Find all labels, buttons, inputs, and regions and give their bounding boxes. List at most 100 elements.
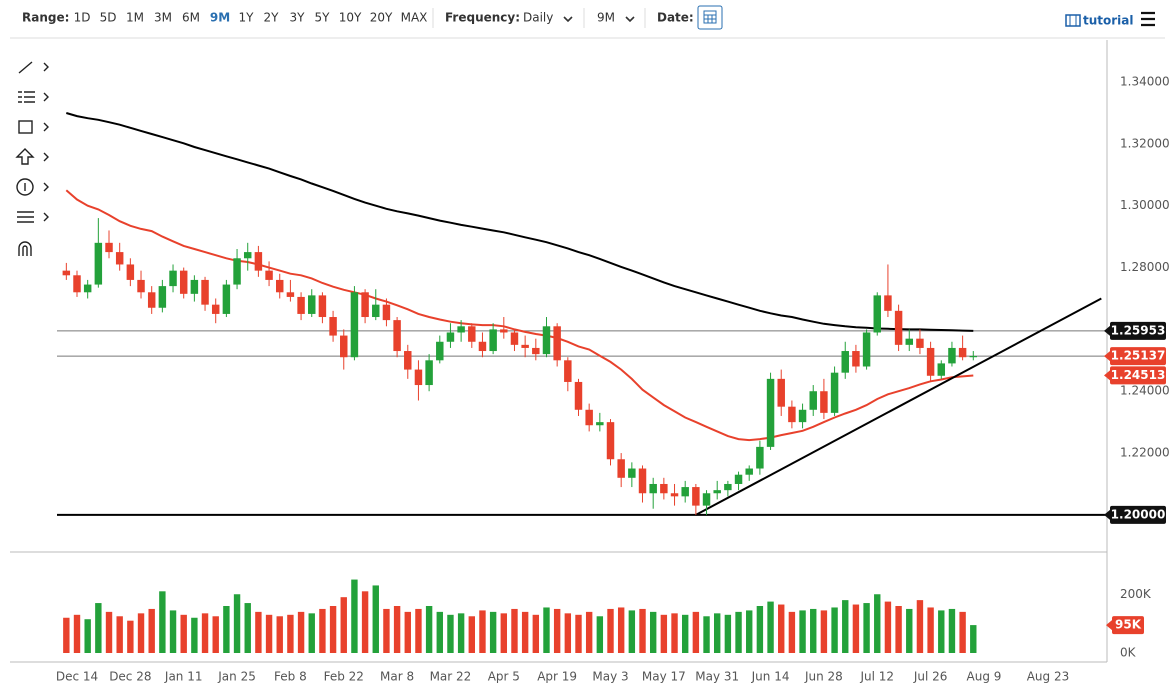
candle-body: [745, 468, 753, 475]
candle-body: [233, 258, 241, 285]
volume-bar: [564, 613, 572, 653]
volume-bar: [319, 608, 326, 653]
candle-body: [393, 320, 401, 352]
volume-bar: [159, 591, 166, 653]
line-tool[interactable]: [18, 61, 49, 74]
candle-body: [713, 490, 721, 494]
moving-average: [66, 112, 974, 332]
x-tick-label: Jun 14: [751, 670, 790, 684]
price-label-pointer: [1104, 370, 1110, 381]
range-button[interactable]: 2Y: [264, 11, 280, 25]
volume-bar: [532, 614, 540, 653]
candle-body: [276, 279, 284, 293]
volume-bar: [511, 608, 518, 653]
candle-body: [884, 295, 892, 311]
volume-bar: [201, 613, 209, 653]
y-tick-label: 1.34000: [1120, 75, 1170, 89]
date-label: Date:: [657, 11, 694, 25]
volume-bar: [681, 614, 689, 653]
calendar-button[interactable]: [697, 5, 723, 30]
volume-bar: [735, 611, 742, 653]
volume-bar: [137, 613, 145, 653]
menu-icon[interactable]: [1141, 11, 1155, 27]
volume-bar: [639, 608, 646, 653]
candle-body: [532, 347, 540, 355]
shape-tool[interactable]: [18, 120, 49, 134]
range-button[interactable]: 5D: [100, 11, 117, 25]
candle-body: [105, 242, 113, 253]
candle-body: [457, 326, 465, 333]
period-select[interactable]: 9M: [597, 11, 615, 25]
candle-body: [265, 270, 273, 280]
volume-bar: [874, 594, 881, 653]
range-button[interactable]: 9M: [210, 11, 230, 25]
arrow-tool[interactable]: [15, 148, 49, 165]
dropdown-chevron[interactable]: [563, 16, 635, 23]
range-button[interactable]: 3M: [154, 11, 172, 25]
candle-body: [553, 326, 561, 361]
range-button[interactable]: 10Y: [339, 11, 362, 25]
candle-body: [542, 326, 551, 355]
volume-bar: [425, 606, 433, 653]
tutorial-icon[interactable]: [1065, 14, 1081, 27]
volume-bar: [746, 610, 753, 653]
settings-tool[interactable]: [17, 211, 49, 223]
range-button[interactable]: 20Y: [370, 11, 393, 25]
price-label: 1.25953: [1111, 323, 1166, 337]
volume-bar: [329, 606, 337, 653]
volume-bar: [628, 610, 636, 653]
moving-average: [65, 189, 974, 442]
range-button[interactable]: 1M: [126, 11, 144, 25]
candle-body: [179, 270, 188, 294]
candle-body: [628, 468, 636, 478]
volume-tick-label: 0K: [1120, 646, 1137, 660]
volume-bar: [692, 611, 700, 653]
candle-body: [158, 286, 167, 308]
volume-bar: [959, 611, 966, 653]
price-label-pointer: [1104, 509, 1110, 520]
volume-bar: [671, 613, 678, 653]
candle-body: [340, 335, 348, 358]
range-button[interactable]: 6M: [182, 11, 200, 25]
candle-body: [574, 381, 583, 410]
count-tool[interactable]: [16, 178, 49, 196]
volume-bar: [810, 608, 817, 653]
candle-body: [254, 252, 263, 271]
candle-body: [724, 483, 732, 491]
volume-bar: [970, 625, 977, 653]
range-label: Range:: [22, 11, 69, 25]
range-button[interactable]: MAX: [401, 11, 428, 25]
range-button[interactable]: 1Y: [239, 11, 255, 25]
x-tick-label: Aug 23: [1027, 670, 1070, 684]
volume-bar: [95, 603, 102, 653]
y-tick-label: 1.30000: [1120, 198, 1170, 212]
candle-body: [852, 351, 860, 367]
candle-body: [905, 338, 913, 345]
candle-body: [147, 292, 156, 308]
price-label: 1.20000: [1111, 507, 1166, 521]
candle-body: [222, 284, 231, 314]
volume-bar: [927, 607, 934, 653]
tutorial-link[interactable]: tutorial: [1083, 14, 1134, 28]
magnet-tool[interactable]: [18, 241, 32, 256]
range-button[interactable]: 5Y: [315, 11, 331, 25]
volume-bar: [404, 611, 411, 653]
x-tick-label: Feb 22: [324, 670, 364, 684]
calendar-frame[interactable]: [697, 5, 723, 30]
volume-bar: [169, 610, 177, 653]
candle-body: [169, 270, 177, 287]
volume-bar: [767, 601, 774, 653]
candle-body: [318, 295, 327, 318]
candle-body: [436, 341, 444, 361]
volume-bar: [938, 610, 945, 653]
candle-body: [126, 264, 135, 280]
range-button[interactable]: 3Y: [290, 11, 306, 25]
frequency-select[interactable]: Daily: [523, 11, 553, 25]
fib-tool[interactable]: [18, 91, 49, 103]
volume-label-box: [1112, 616, 1144, 635]
x-tick-label: Mar 8: [380, 670, 414, 684]
volume-bar: [468, 616, 475, 653]
range-button[interactable]: 1D: [74, 11, 91, 25]
x-tick-label: Jan 25: [217, 670, 256, 684]
candle-body: [286, 292, 295, 297]
